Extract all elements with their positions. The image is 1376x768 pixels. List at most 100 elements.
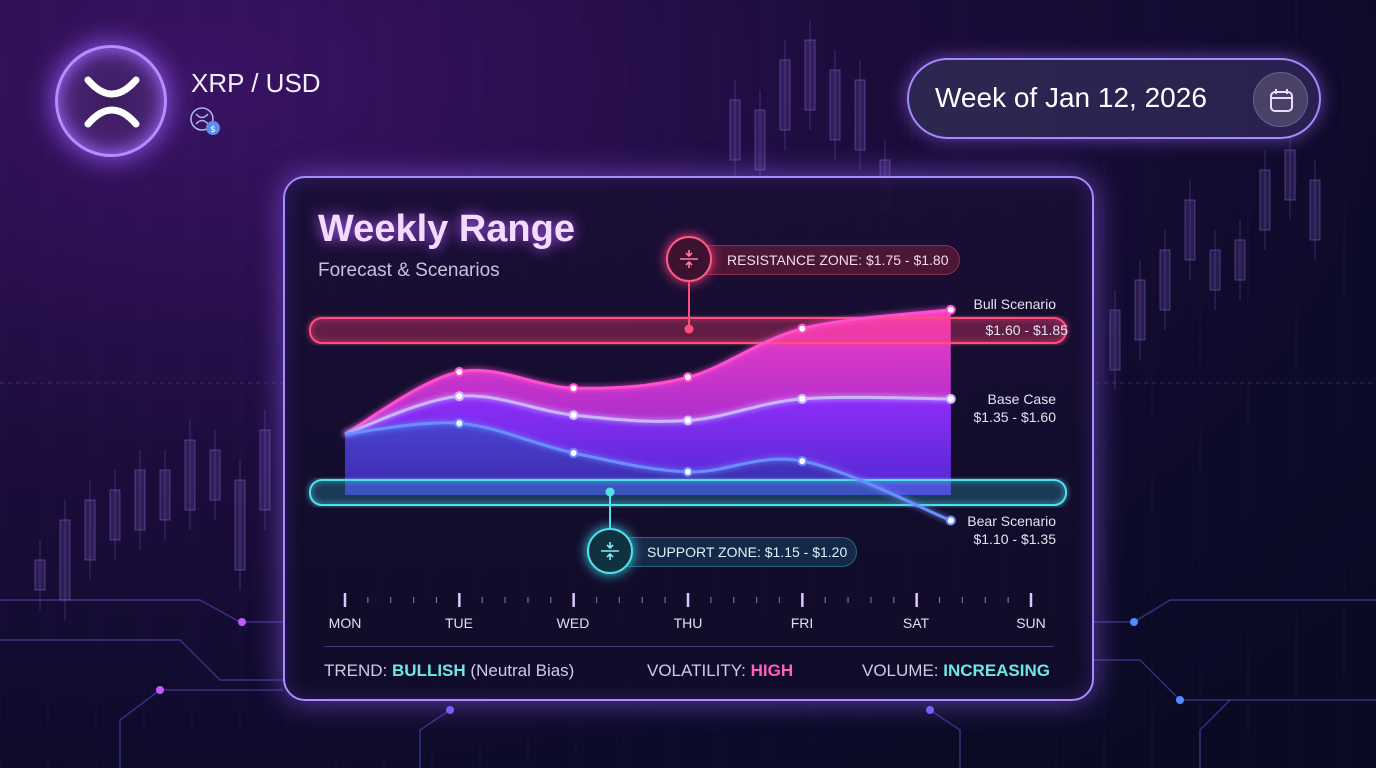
circuit-node <box>1130 618 1138 626</box>
candle-body <box>1234 239 1246 281</box>
candle-body <box>1184 199 1196 261</box>
panel-title: Weekly Range <box>318 208 575 250</box>
candle-body <box>34 559 46 591</box>
week-selector[interactable]: Week of Jan 12, 2026 <box>907 58 1321 139</box>
candle-body <box>754 109 766 171</box>
support-marker <box>605 487 615 497</box>
base-point <box>568 410 579 421</box>
day-label: TUE <box>445 615 473 631</box>
volatility-stat: VOLATILITY: HIGH <box>647 661 793 681</box>
candle-body <box>234 479 246 571</box>
trend-note: (Neutral Bias) <box>470 661 575 680</box>
bull-line <box>344 308 951 436</box>
compress-icon <box>666 236 712 282</box>
xrp-logo-icon <box>55 45 167 157</box>
bull-point <box>682 372 693 383</box>
support-band <box>309 479 1067 506</box>
circuit-line <box>1094 599 1376 623</box>
resistance-marker <box>684 324 694 334</box>
volume-label: VOLUME: <box>862 661 939 680</box>
bear-line <box>344 421 952 522</box>
circuit-node <box>156 686 164 694</box>
circuit-node <box>1176 696 1184 704</box>
calendar-icon <box>1270 89 1293 112</box>
bull-point <box>454 366 465 377</box>
circuit-line <box>0 639 283 681</box>
bull-scenario-name: Bull Scenario <box>973 296 1057 312</box>
volatility-value: HIGH <box>750 661 794 680</box>
candle-body <box>109 489 121 541</box>
circuit-node <box>926 706 934 714</box>
volume-stat: VOLUME: INCREASING <box>862 661 1050 681</box>
candle-body <box>829 69 841 141</box>
day-label: SAT <box>902 615 930 631</box>
candle-body <box>184 439 196 511</box>
candle-body <box>84 499 96 561</box>
candle-body <box>729 99 741 161</box>
candle-body <box>779 59 791 131</box>
bear-scenario-name: Bear Scenario <box>967 513 1056 529</box>
candle-body <box>209 449 221 501</box>
candle-body <box>854 79 866 151</box>
trend-stat: TREND: BULLISH (Neutral Bias) <box>324 661 574 681</box>
circuit-node <box>446 706 454 714</box>
circuit-line <box>419 709 451 768</box>
base-case-range: $1.35 - $1.60 <box>973 409 1056 425</box>
candle-body <box>259 429 271 511</box>
bear-point <box>454 418 465 429</box>
support-zone-label: SUPPORT ZONE: $1.15 - $1.20 <box>610 537 857 567</box>
circuit-line <box>929 709 961 768</box>
candle-body <box>1109 309 1121 371</box>
candle-body <box>804 39 816 111</box>
base-point <box>945 393 956 404</box>
pair-title: XRP / USD <box>191 68 321 98</box>
circuit-node <box>238 618 246 626</box>
candle-body <box>159 469 171 521</box>
day-label: WED <box>556 615 590 631</box>
candle-body <box>1259 169 1271 231</box>
volatility-label: VOLATILITY: <box>647 661 746 680</box>
candle-body <box>1309 179 1321 241</box>
circuit-line <box>119 689 283 768</box>
bear-point <box>568 447 579 458</box>
bull-point <box>945 304 956 315</box>
bear-area <box>345 422 895 495</box>
bull-point <box>568 383 579 394</box>
divider <box>324 646 1054 647</box>
day-label: THU <box>673 615 703 631</box>
day-label: MON <box>328 615 362 631</box>
circuit-line <box>0 599 283 623</box>
day-label: FRI <box>790 615 814 631</box>
resistance-zone-label: RESISTANCE ZONE: $1.75 - $1.80 <box>690 245 960 275</box>
base-line <box>344 394 951 436</box>
base-point <box>682 415 693 426</box>
candle-body <box>1159 249 1171 311</box>
bear-scenario-range: $1.10 - $1.35 <box>973 531 1056 547</box>
bear-point <box>945 515 956 526</box>
xrp-exchange-icon: $ <box>189 106 225 143</box>
candle-body <box>134 469 146 531</box>
area-group <box>345 309 951 495</box>
base-point <box>797 393 808 404</box>
calendar-button[interactable] <box>1253 72 1308 127</box>
panel-subtitle: Forecast & Scenarios <box>318 260 500 281</box>
day-label: SUN <box>1016 615 1046 631</box>
bull-point <box>797 323 808 334</box>
base-point <box>454 391 465 402</box>
volume-value: INCREASING <box>943 661 1050 680</box>
bear-point <box>797 456 808 467</box>
compress-icon <box>587 528 633 574</box>
svg-text:$: $ <box>210 125 216 135</box>
trend-label: TREND: <box>324 661 388 680</box>
circuit-line <box>1199 699 1231 768</box>
candle-body <box>1209 249 1221 291</box>
week-label: Week of Jan 12, 2026 <box>935 82 1207 113</box>
circuit-line <box>1094 659 1376 701</box>
bull-scenario-range: $1.60 - $1.85 <box>985 322 1068 338</box>
base-case-name: Base Case <box>987 391 1056 407</box>
candle-body <box>1134 279 1146 341</box>
candle-body <box>59 519 71 601</box>
bear-point <box>682 466 693 477</box>
candle-body <box>1284 149 1296 201</box>
